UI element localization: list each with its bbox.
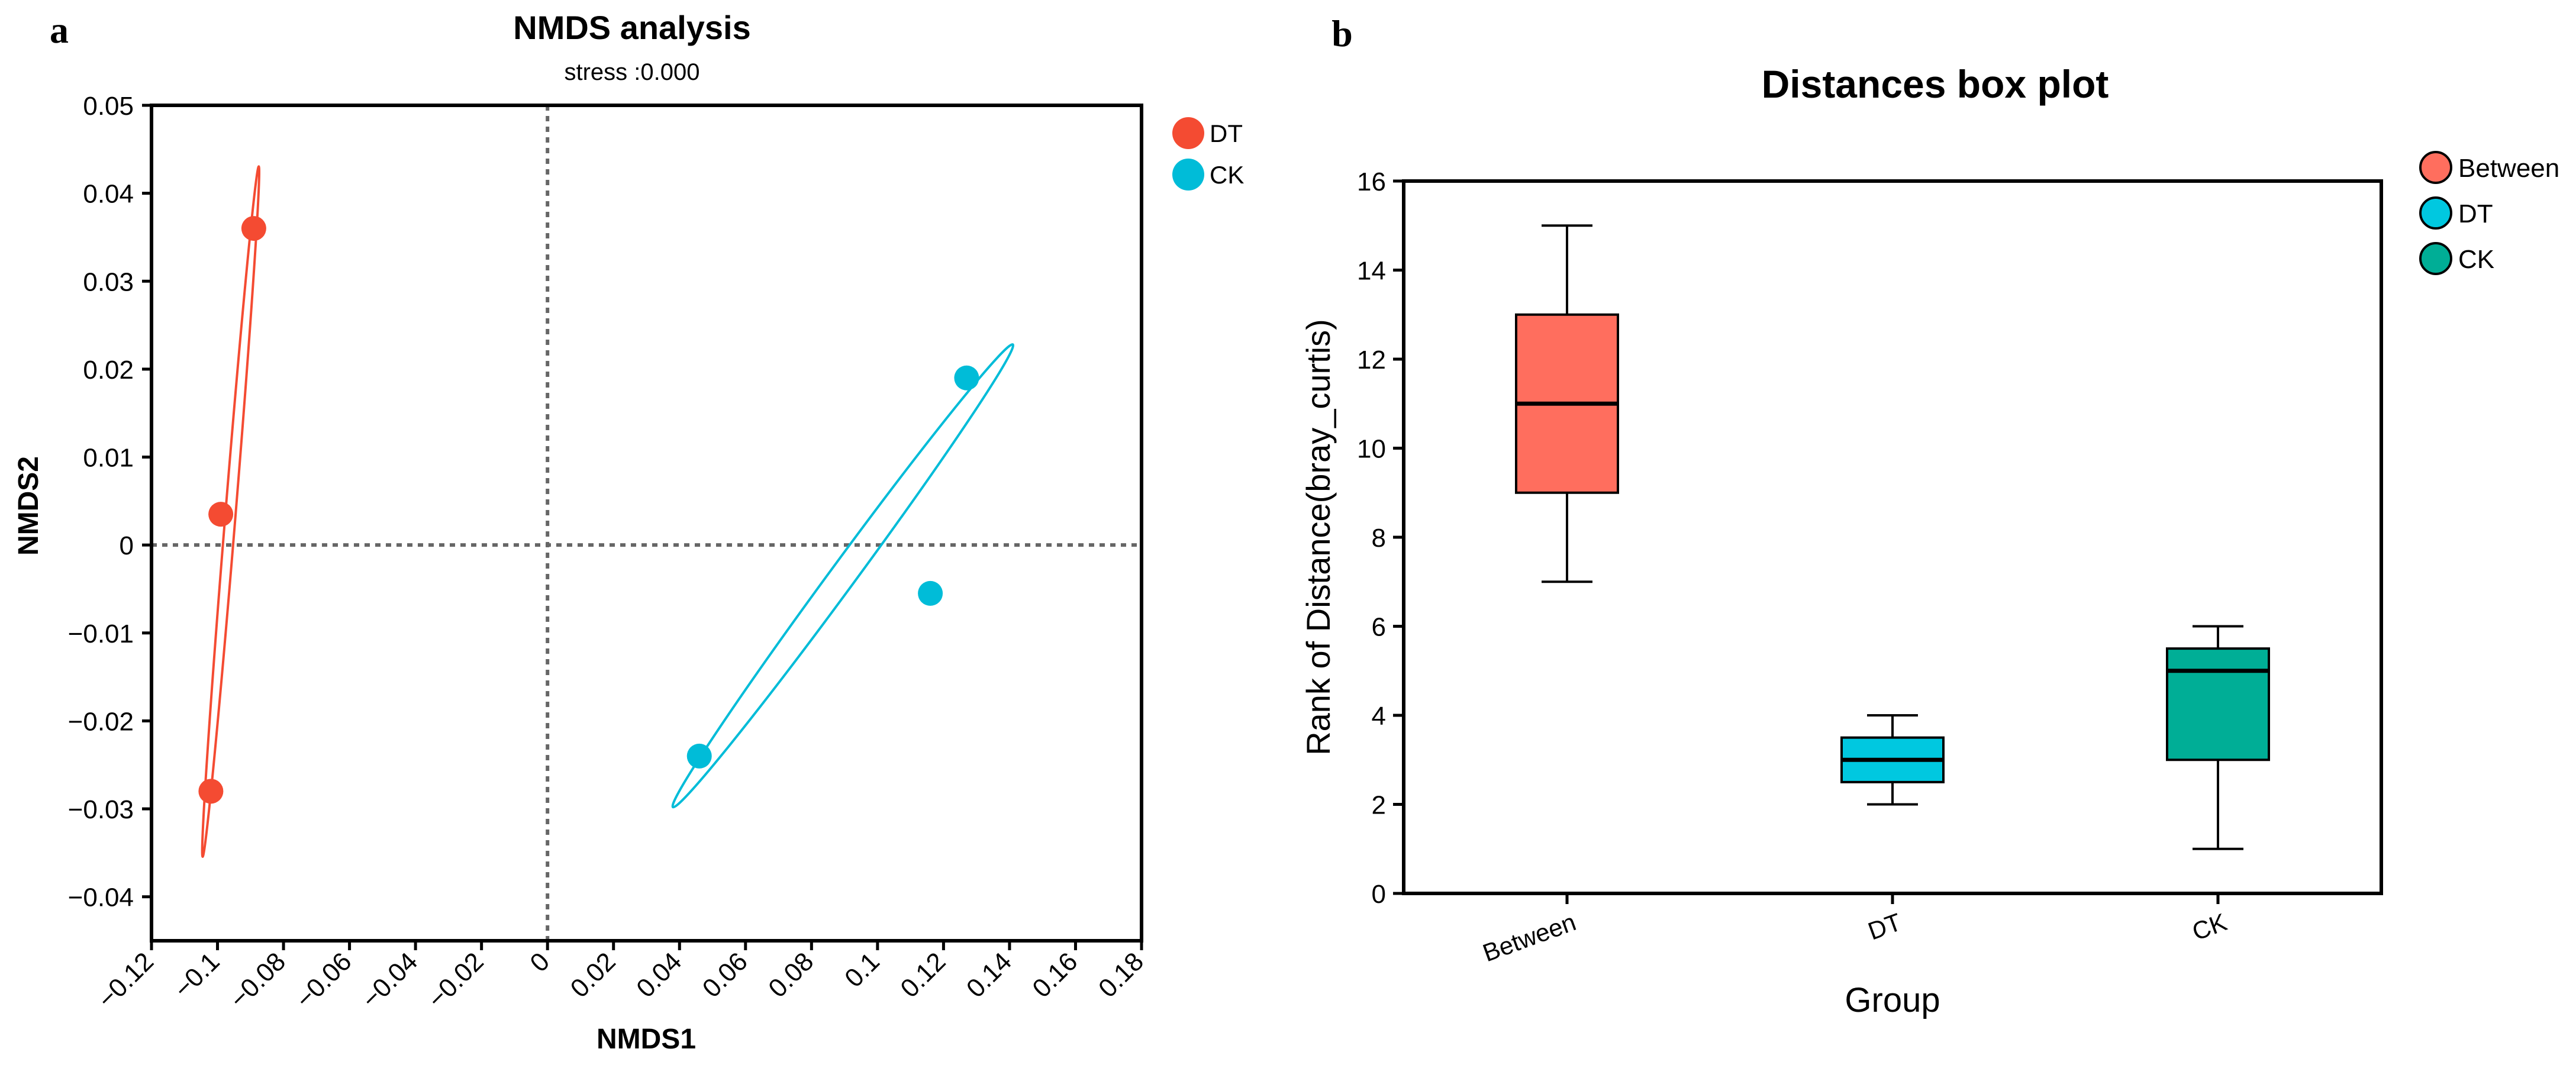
- box-between: [1515, 224, 1619, 583]
- y-tick-label: −0.02: [68, 707, 134, 736]
- legend-label-between: Between: [2458, 154, 2559, 183]
- data-point-dt: [208, 502, 234, 527]
- nmds-y-axis-title: NMDS2: [13, 456, 44, 556]
- y-tick-label: −0.04: [68, 883, 134, 912]
- x-tick-label: 0.18: [1093, 947, 1149, 1003]
- x-tick-label: −0.06: [290, 947, 357, 1014]
- y-tick-label: 4: [1372, 702, 1386, 731]
- panel-label-a: a: [50, 9, 69, 51]
- legend-marker-dt: [2419, 196, 2452, 230]
- box-plot-y-axis: 0 2 4 6 8 10 12 14 16: [1357, 167, 1404, 909]
- nmds-subtitle: stress :0.000: [564, 59, 699, 85]
- x-tick-label: 0.16: [1027, 947, 1083, 1003]
- x-tick-label: −0.08: [224, 947, 291, 1014]
- x-tick-label: −0.12: [92, 947, 159, 1014]
- y-tick-label: 0: [120, 531, 134, 560]
- nmds-reference-lines: [151, 105, 1142, 941]
- y-tick-label: 10: [1357, 435, 1386, 464]
- confidence-ellipse-ck: [671, 343, 1015, 809]
- box-plot-x-axis: Between DT CK: [1479, 893, 2230, 967]
- box-plot-panel: b Distances box plot 0 2 4 6 8 10 12 14 16 Betwe…: [1300, 12, 2559, 1019]
- legend-label-ck: CK: [2458, 245, 2494, 274]
- data-point-ck: [954, 365, 979, 390]
- x-tick-label: 0.12: [895, 947, 951, 1003]
- box-plot-legend: Between DT CK: [2419, 151, 2559, 275]
- y-tick-label: 0.05: [83, 92, 134, 121]
- box-plot-x-axis-title: Group: [1845, 981, 1940, 1019]
- interquartile-box: [2166, 647, 2270, 761]
- x-tick-label: 0.1: [839, 947, 885, 993]
- legend-marker-dt: [1172, 117, 1204, 149]
- x-tick-label-ck: CK: [2188, 908, 2230, 945]
- x-tick-label: −0.1: [169, 947, 225, 1003]
- nmds-x-axis-title: NMDS1: [597, 1024, 696, 1055]
- nmds-points: [198, 216, 979, 804]
- nmds-ellipses: [201, 165, 1015, 859]
- box-ck: [2166, 625, 2270, 850]
- x-tick-label: 0.06: [697, 947, 753, 1003]
- y-tick-label: 12: [1357, 346, 1386, 375]
- legend-marker-ck: [1172, 159, 1204, 191]
- data-point-dt: [241, 216, 266, 241]
- data-point-dt: [198, 779, 224, 804]
- x-tick-label: 0.02: [565, 947, 621, 1003]
- legend-marker-ck: [2419, 242, 2452, 275]
- y-tick-label: −0.01: [68, 619, 134, 648]
- nmds-legend: DT CK: [1172, 117, 1244, 191]
- y-tick-label: 16: [1357, 167, 1386, 196]
- y-tick-label: 6: [1372, 613, 1386, 642]
- box-dt: [1840, 714, 1945, 806]
- nmds-y-axis: 0.05 0.04 0.03 0.02 0.01 0 −0.01 −0.02 −0.03 −0.0…: [68, 92, 151, 912]
- y-tick-label: 0.01: [83, 444, 134, 473]
- data-point-ck: [686, 743, 712, 769]
- y-tick-label: 0.04: [83, 180, 134, 209]
- x-tick-label: 0: [524, 947, 555, 977]
- legend-marker-between: [2419, 151, 2452, 184]
- x-tick-label-dt: DT: [1864, 908, 1905, 945]
- panel-label-b: b: [1331, 12, 1353, 54]
- nmds-panel: a NMDS analysis stress :0.000 0.050.040.…: [13, 9, 1244, 1055]
- x-tick-label: −0.02: [422, 947, 489, 1014]
- x-tick-label: 0.14: [961, 947, 1017, 1003]
- y-tick-label: 0.03: [83, 267, 134, 296]
- data-point-ck: [918, 580, 943, 606]
- legend-label-ck: CK: [1210, 161, 1244, 189]
- box-plot-title: Distances box plot: [1762, 62, 2109, 106]
- box-plot-y-axis-title: Rank of Distance(bray_curtis): [1300, 319, 1337, 756]
- nmds-x-axis: −0.12 −0.1−0.08−0.06−0.04−0.02 0 0.02 0.04 0.…: [92, 941, 1149, 1014]
- legend-label-dt: DT: [1210, 120, 1243, 147]
- nmds-title: NMDS analysis: [513, 9, 751, 46]
- y-tick-label: 0.02: [83, 356, 134, 385]
- y-tick-label: −0.03: [68, 795, 134, 824]
- y-tick-label: 0: [1372, 880, 1386, 909]
- y-tick-label: 14: [1357, 257, 1386, 286]
- y-tick-label: 8: [1372, 524, 1386, 553]
- x-tick-label: 0.04: [631, 947, 687, 1003]
- y-tick-label: 2: [1372, 791, 1386, 820]
- legend-label-dt: DT: [2458, 199, 2493, 228]
- x-tick-label-between: Between: [1479, 908, 1579, 967]
- x-tick-label: 0.08: [763, 947, 819, 1003]
- box-plot-boxes: [1515, 224, 2270, 850]
- nmds-plot-frame: [150, 104, 1143, 943]
- x-tick-label: −0.04: [356, 947, 423, 1014]
